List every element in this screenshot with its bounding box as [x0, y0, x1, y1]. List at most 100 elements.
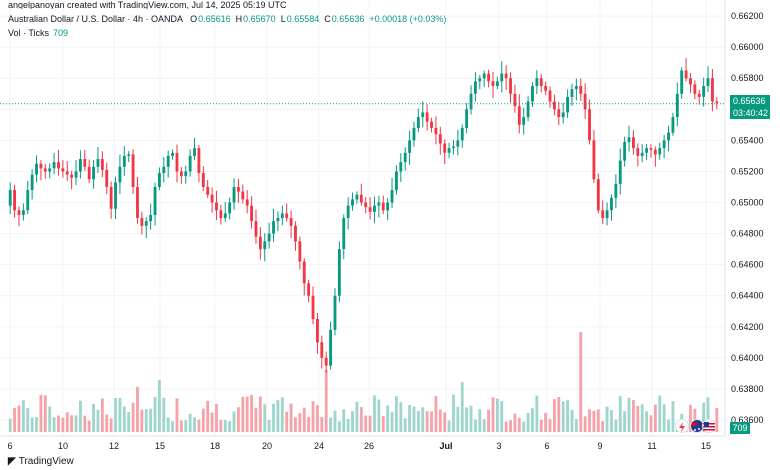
candle-body: [100, 159, 104, 170]
volume-bar: [92, 403, 96, 432]
candle-body: [443, 143, 447, 153]
candle-body: [522, 117, 526, 125]
volume-bar: [8, 418, 12, 432]
volume-bar: [566, 400, 570, 432]
candle-body: [539, 78, 543, 87]
candle-body: [136, 186, 139, 219]
lightning-icon[interactable]: [675, 419, 689, 433]
volume-bar: [245, 396, 249, 432]
volume-bar: [52, 417, 56, 432]
candle-body: [307, 283, 311, 296]
candle-body: [175, 152, 179, 172]
candle-body: [179, 171, 183, 177]
volume-bar: [364, 415, 368, 432]
candle-body: [504, 73, 508, 79]
candle-body: [671, 117, 675, 133]
volume-bar: [21, 400, 25, 432]
volume-bar: [302, 407, 306, 432]
volume-bar: [206, 400, 210, 432]
price-tick-label: 0.66200: [731, 11, 764, 21]
candle-body: [87, 166, 91, 180]
volume-bar: [355, 401, 359, 432]
volume-bar: [175, 398, 179, 432]
candle-body: [706, 78, 710, 87]
candle-body: [228, 202, 232, 214]
candle-body: [680, 70, 684, 94]
candle-body: [206, 186, 210, 195]
volume-bar: [636, 405, 640, 432]
volume-bar: [535, 395, 539, 432]
candle-body: [588, 109, 591, 141]
candle-body: [232, 186, 236, 203]
tradingview-logo[interactable]: ◤ TradingView: [8, 456, 74, 467]
candle-body: [285, 213, 289, 219]
candle-body: [276, 218, 280, 222]
volume-bar: [570, 409, 574, 432]
close-value: 0.65636: [331, 14, 365, 24]
candle-body: [258, 236, 262, 250]
candle-body: [605, 210, 609, 219]
open-value: 0.65616: [198, 14, 231, 24]
candle-body: [329, 329, 333, 366]
volume-legend[interactable]: Vol · Ticks 709: [8, 28, 68, 38]
volume-bar: [140, 409, 144, 432]
candle-body: [140, 218, 144, 226]
candle-body: [434, 127, 438, 135]
candle-body: [373, 205, 376, 212]
volume-bar: [333, 410, 337, 432]
volume-bar: [473, 419, 477, 432]
price-axis[interactable]: 0.662000.660000.658000.656000.654000.652…: [724, 0, 764, 436]
volume-bar: [342, 409, 346, 432]
volume-bar: [399, 402, 403, 432]
candle-body: [157, 173, 161, 187]
candle-body: [78, 159, 82, 172]
candle-body: [245, 199, 249, 206]
candle-body: [574, 86, 578, 90]
candle-body: [61, 168, 65, 172]
volume-bar: [149, 408, 153, 432]
volume-bar: [232, 411, 236, 432]
candle-body: [377, 202, 381, 206]
volume-bar: [157, 379, 161, 432]
candle-body: [482, 73, 486, 79]
price-tick-label: 0.65400: [731, 135, 764, 145]
usa-flag-icon[interactable]: [702, 419, 716, 433]
volume-bar: [258, 396, 262, 432]
volume-bar: [171, 421, 175, 432]
volume-bar: [561, 401, 565, 432]
volume-bar: [394, 396, 398, 432]
symbol-legend[interactable]: Australian Dollar / U.S. Dollar · 4h · O…: [8, 14, 446, 24]
volume-bar: [465, 407, 469, 432]
volume-bar: [583, 416, 587, 432]
volume-bar: [671, 401, 675, 432]
volume-bar: [618, 395, 622, 432]
volume-bar: [531, 408, 534, 432]
candle-body: [610, 197, 613, 211]
candle-body: [35, 163, 38, 175]
last-price-label: 0.65636 03:40:42: [730, 95, 770, 119]
candle-body: [531, 86, 534, 102]
time-axis[interactable]: 6 10 12 15 18 20 24 26 Jul 3 6 9 11 15: [0, 435, 725, 451]
candle-body: [667, 132, 670, 141]
volume-bar: [614, 419, 618, 432]
candle-body: [109, 186, 113, 209]
volume-bar: [223, 420, 227, 432]
volume-bar: [48, 406, 52, 432]
time-tick-label: 9: [597, 441, 602, 451]
candle-body: [469, 93, 473, 110]
high-label: H: [235, 14, 243, 24]
volume-bar: [197, 419, 201, 432]
volume-bar: [596, 409, 600, 432]
candle-body: [500, 73, 504, 82]
candle-body: [421, 112, 425, 118]
volume-bar: [254, 408, 258, 432]
chart-attribution: angelpanoyan created with TradingView.co…: [8, 0, 287, 9]
volume-bar: [438, 409, 442, 432]
volume-bar: [408, 404, 412, 432]
volume-bar: [522, 421, 526, 432]
time-tick-label: 24: [314, 441, 324, 451]
volume-bar: [623, 411, 627, 432]
volume-bar: [513, 413, 517, 432]
candle-body: [689, 78, 692, 85]
